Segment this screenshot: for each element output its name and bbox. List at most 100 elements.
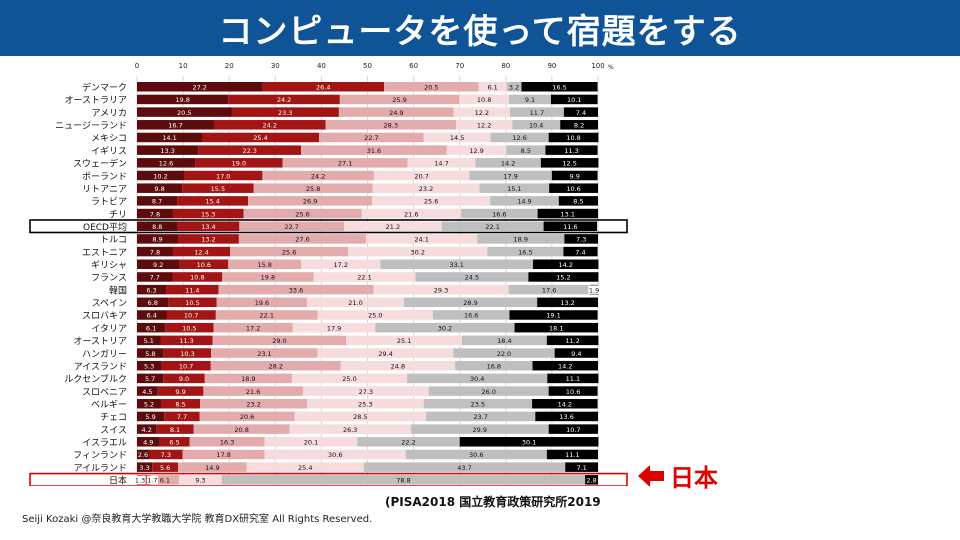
category-label: チェコ (100, 412, 127, 423)
data-label: 22.2 (401, 439, 415, 447)
data-label: 13.3 (160, 147, 174, 155)
data-label: 7.4 (576, 109, 586, 117)
data-label: 14.7 (434, 160, 448, 168)
data-label: 20.8 (234, 426, 248, 434)
data-label: 20.6 (240, 413, 254, 421)
data-label: 30.6 (328, 451, 342, 459)
bar-segment (423, 399, 533, 409)
bar-segment (166, 284, 219, 295)
data-label: 11.2 (565, 337, 579, 345)
data-label: 11.7 (530, 109, 544, 117)
bar-segment (137, 411, 165, 422)
data-label: 21.2 (386, 223, 400, 231)
bar-segment (302, 386, 429, 396)
data-label: 7.7 (150, 274, 160, 282)
bar-segment (548, 132, 599, 143)
data-label: 12.9 (469, 147, 483, 155)
category-label: ニュージーランド (55, 121, 127, 132)
bar-segment (554, 348, 598, 358)
data-label: 22.3 (242, 147, 256, 155)
data-label: 16.5 (552, 84, 566, 92)
data-label-backing (146, 475, 159, 485)
bar-segment (405, 449, 547, 460)
data-label: 2.8 (586, 477, 596, 485)
bar-segment (137, 360, 162, 371)
data-label: 22.7 (364, 134, 378, 142)
data-label: 78.8 (396, 477, 410, 485)
data-label: 13.4 (201, 223, 215, 231)
bar-segment (264, 449, 406, 460)
bar-segment (161, 360, 211, 371)
category-label: スロバキア (82, 311, 127, 322)
data-label: 19.0 (232, 160, 246, 168)
bar-segment (487, 246, 564, 257)
data-label: 6.1 (487, 84, 497, 92)
bar-segment (426, 411, 536, 422)
bar-segment (165, 322, 214, 333)
bar-segment (137, 82, 263, 92)
data-label: 20.7 (414, 172, 428, 180)
copyright-footer: Seiji Kozaki @奈良教育大学教職大学院 教育DX研究室 All Ri… (22, 514, 373, 525)
bar-segment (157, 386, 204, 396)
bar-segment (199, 411, 295, 422)
category-label: スペイン (92, 299, 127, 309)
data-label: 17.8 (216, 451, 230, 459)
data-label: 23.7 (473, 413, 487, 421)
data-label: 24.2 (277, 96, 291, 104)
bar-segment (243, 208, 362, 219)
bar-segment (453, 348, 555, 358)
bar-segment (203, 386, 303, 396)
data-label: 26.0 (482, 388, 496, 396)
data-label: 8.5 (175, 401, 185, 409)
data-label: 15.1 (507, 185, 521, 193)
data-label-backing (134, 475, 146, 485)
data-label: 24.2 (263, 122, 277, 130)
bar-segment (514, 322, 598, 333)
highlight-box (29, 472, 628, 486)
arrow-shaft (650, 470, 664, 481)
bar-segment (338, 107, 454, 117)
category-label: ギリシャ (91, 260, 127, 271)
bar-segment (193, 424, 290, 434)
bar-segment (137, 335, 161, 346)
x-tick-label: 100 (591, 62, 604, 70)
title-bar: コンピュータを使って宿題をする (0, 0, 960, 56)
data-label-backing (588, 285, 600, 294)
data-label: 20.5 (424, 84, 438, 92)
data-label: 22.1 (357, 274, 371, 282)
bar-segment (228, 259, 302, 270)
bar-segment (512, 120, 561, 130)
x-tick-label: 80 (501, 62, 510, 70)
bar-segment (479, 183, 550, 193)
data-label: 3.2 (509, 84, 519, 92)
data-label: 8.5 (521, 147, 531, 155)
bar-segment (407, 158, 476, 168)
data-label: 9.1 (525, 96, 535, 104)
bar-segment (521, 82, 598, 92)
bar-segment (166, 310, 216, 320)
data-label: 17.6 (542, 286, 556, 294)
data-label: 30.2 (411, 248, 425, 256)
bar-segment (432, 310, 510, 320)
data-label: 28.9 (463, 299, 477, 307)
bar-segment (537, 297, 598, 308)
data-label: 13.1 (561, 210, 575, 218)
bar-segment (204, 373, 292, 384)
data-label: 10.1 (567, 96, 581, 104)
bar-segment (137, 272, 173, 282)
bar-segment (348, 246, 488, 257)
category-label: トルコ (100, 236, 127, 246)
bar-segment (548, 424, 598, 434)
data-label: 16.8 (487, 362, 501, 370)
data-label: 14.2 (558, 401, 572, 409)
bar-segment (384, 82, 479, 92)
data-label: 9.9 (570, 172, 580, 180)
bar-segment (506, 82, 522, 92)
data-label: 17.9 (327, 324, 341, 332)
data-label: 25.9 (392, 96, 406, 104)
bar-segment (407, 373, 548, 384)
bar-segment (137, 234, 179, 244)
data-label: 27.1 (338, 160, 352, 168)
data-label: 4.5 (142, 388, 152, 396)
data-label: 17.9 (503, 172, 517, 180)
